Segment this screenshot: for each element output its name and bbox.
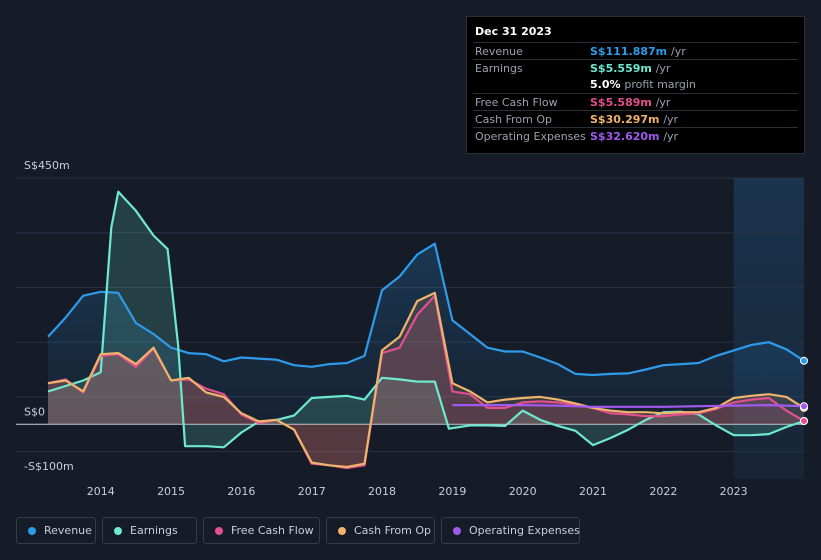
x-tick-label: 2023: [720, 485, 748, 498]
tooltip-value: S$30.297m: [590, 113, 660, 126]
x-tick-label: 2019: [438, 485, 466, 498]
tooltip-date: Dec 31 2023: [475, 25, 552, 38]
legend-label: Operating Expenses: [469, 524, 580, 537]
line-operating-expenses: [452, 404, 805, 408]
y-tick-label: -S$100m: [24, 460, 74, 473]
tooltip-value: S$5.589m: [590, 96, 652, 109]
legend-dot-icon: [338, 527, 346, 535]
line-cash-from-op: [47, 291, 805, 469]
legend-label: Revenue: [44, 524, 92, 537]
legend-item-operating-expenses[interactable]: Operating Expenses: [441, 517, 580, 544]
tooltip-row-earnings: Earnings S$5.559m /yr: [473, 59, 798, 77]
area-earnings: [48, 191, 804, 448]
tooltip-label: Free Cash Flow: [475, 96, 558, 109]
area-cash-from-op: [48, 292, 804, 467]
x-tick-label: 2014: [87, 485, 115, 498]
tooltip-value: 5.0%: [590, 78, 621, 91]
forecast-region: [733, 178, 804, 479]
x-tick-label: 2022: [649, 485, 677, 498]
x-tick-label: 2016: [227, 485, 255, 498]
x-tick-label: 2021: [579, 485, 607, 498]
endpoint-revenue: [800, 356, 808, 365]
x-tick-label: 2015: [157, 485, 185, 498]
legend-label: Cash From Op: [354, 524, 432, 537]
tooltip-unit: profit margin: [624, 78, 696, 91]
tooltip-row-operating-expenses: Operating Expenses S$32.620m /yr: [473, 127, 798, 145]
legend-item-cash-from-op[interactable]: Cash From Op: [326, 517, 435, 544]
tooltip-unit: /yr: [655, 96, 671, 109]
tooltip-value: S$5.559m: [590, 62, 652, 75]
legend-dot-icon: [114, 527, 122, 535]
legend-dot-icon: [215, 527, 223, 535]
tooltip-value: S$111.887m: [590, 45, 668, 58]
y-tick-label: S$450m: [24, 159, 70, 172]
tooltip-value: S$32.620m: [590, 130, 660, 143]
endpoint-free-cash-flow: [800, 416, 808, 425]
legend-label: Earnings: [130, 524, 178, 537]
endpoint-operating-expenses: [800, 402, 808, 411]
tooltip-panel: Dec 31 2023 Revenue S$111.887m /yr Earni…: [466, 16, 805, 154]
line-revenue: [47, 242, 805, 377]
tooltip-label: Revenue: [475, 45, 523, 58]
legend-label: Free Cash Flow: [231, 524, 314, 537]
tooltip-row-cash-from-op: Cash From Op S$30.297m /yr: [473, 110, 798, 128]
tooltip-unit: /yr: [670, 45, 686, 58]
tooltip-label: Cash From Op: [475, 113, 553, 126]
tooltip-unit: /yr: [663, 113, 679, 126]
tooltip-label: Operating Expenses: [475, 130, 586, 143]
legend-item-earnings[interactable]: Earnings: [102, 517, 197, 544]
tooltip-row-margin: 5.0% profit margin: [473, 76, 798, 93]
legend-dot-icon: [28, 527, 36, 535]
tooltip-label: Earnings: [475, 62, 523, 75]
chart-canvas: S$450m S$0 -S$100m 2014 2015 2016 2017 2018 201…: [16, 159, 808, 498]
legend-item-revenue[interactable]: Revenue: [16, 517, 96, 544]
x-tick-label: 2018: [368, 485, 396, 498]
tooltip-unit: /yr: [655, 62, 671, 75]
y-tick-label: S$0: [24, 405, 45, 418]
tooltip-row-free-cash-flow: Free Cash Flow S$5.589m /yr: [473, 93, 798, 111]
tooltip-unit: /yr: [663, 130, 679, 143]
x-tick-label: 2017: [298, 485, 326, 498]
legend-dot-icon: [453, 527, 461, 535]
x-tick-label: 2020: [509, 485, 537, 498]
tooltip-row-revenue: Revenue S$111.887m /yr: [473, 42, 798, 60]
legend-item-free-cash-flow[interactable]: Free Cash Flow: [203, 517, 320, 544]
area-revenue: [48, 243, 804, 425]
